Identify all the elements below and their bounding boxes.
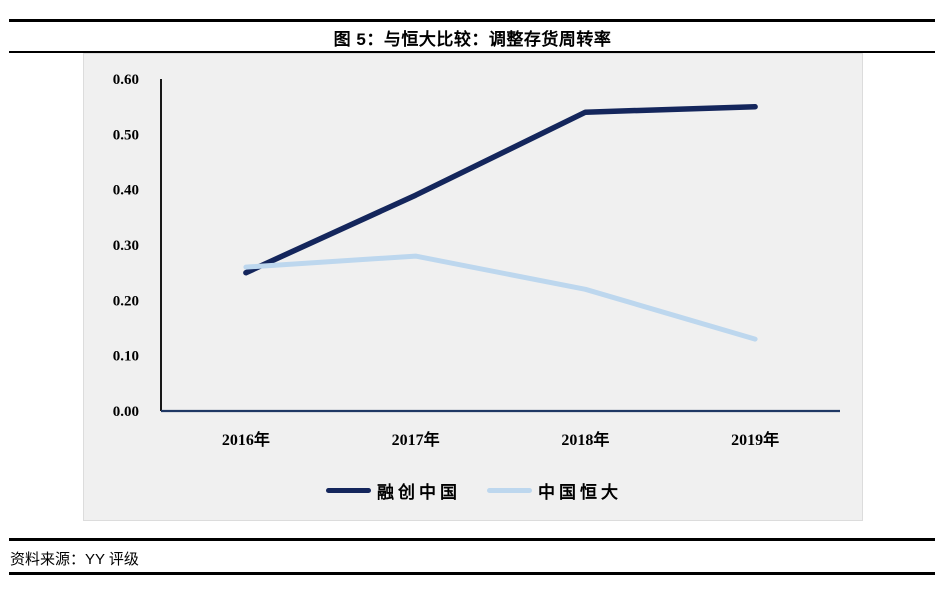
y-axis-tick-label: 0.00 xyxy=(113,404,139,420)
y-axis-tick-label: 0.10 xyxy=(113,349,139,365)
source-divider-bottom xyxy=(9,572,935,575)
y-axis-tick-label: 0.20 xyxy=(113,293,139,309)
source-divider-top xyxy=(9,538,935,541)
y-axis-tick-label: 0.60 xyxy=(113,72,139,88)
x-axis-label: 2018年 xyxy=(561,430,609,449)
legend-line-swatch-sunac xyxy=(326,488,371,493)
series-lines xyxy=(243,103,758,342)
x-axis-label: 2017年 xyxy=(392,430,440,449)
chart-legend: 融创中国 中国恒大 xyxy=(84,478,864,503)
legend-line-swatch-evergrande xyxy=(487,488,532,493)
y-axis-tick-label: 0.50 xyxy=(113,127,139,143)
series-line-sunac-china xyxy=(243,103,758,276)
legend-label-sunac: 融创中国 xyxy=(377,483,461,502)
legend-label-evergrande: 中国恒大 xyxy=(538,483,622,502)
y-axis-tick-labels: 0.00 0.10 0.20 0.30 0.40 0.50 0.60 xyxy=(113,72,139,420)
x-axis-labels: 2016年 2017年 2018年 2019年 xyxy=(222,430,779,449)
legend-entry-sunac: 融创中国 xyxy=(326,478,461,503)
figure-title: 图 5：与恒大比较：调整存货周转率 xyxy=(333,30,612,49)
chart-panel: 0.00 0.10 0.20 0.30 0.40 0.50 0.60 2016年 2017年 2… xyxy=(83,53,863,521)
y-axis-tick-label: 0.30 xyxy=(113,238,139,254)
line-chart: 0.000.100.200.300.400.500.60 2016年 2017年 2… xyxy=(113,72,840,449)
legend-entry-evergrande: 中国恒大 xyxy=(487,478,622,503)
y-axis-tick-label: 0.40 xyxy=(113,183,139,199)
top-divider xyxy=(9,19,935,22)
x-axis-label: 2016年 xyxy=(222,430,270,449)
title-divider xyxy=(9,51,935,53)
x-axis-label: 2019年 xyxy=(731,430,779,449)
source-line: 资料来源：YY 评级 xyxy=(10,551,139,568)
series-line-china-evergrande xyxy=(243,253,758,342)
